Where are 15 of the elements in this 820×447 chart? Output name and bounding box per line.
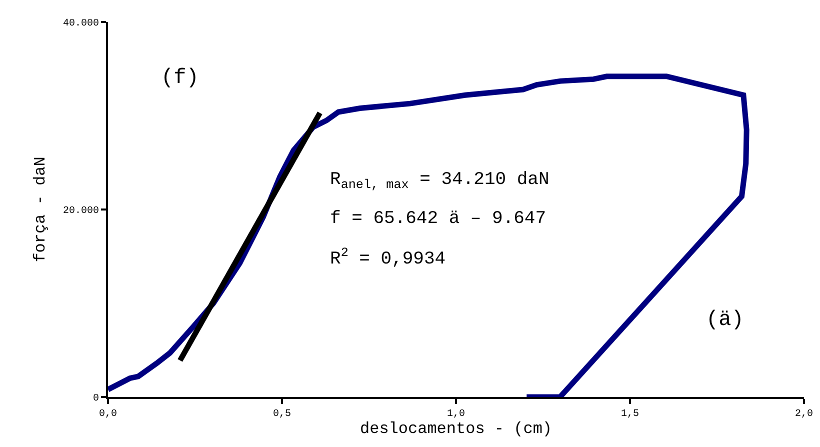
y-axis-title: força - daN	[31, 156, 50, 262]
x-tick-label: 0,5	[272, 409, 292, 420]
x-axis-title: deslocamentos - (cm)	[360, 420, 552, 438]
y-tick-label: 20.000	[62, 206, 99, 217]
y-tick-label: 0	[92, 394, 99, 404]
annotation: f = 65.642 ä – 9.647	[330, 209, 546, 229]
annotation: R$_{anel, max}$ = 34.210 daN	[330, 170, 550, 192]
x-tick-label: 2,0	[794, 409, 814, 420]
y-tick-label: 40.000	[62, 18, 99, 30]
annotation: (ä)	[706, 309, 744, 332]
x-tick-label: 1,0	[446, 409, 466, 420]
x-tick-label: 1,5	[620, 409, 640, 420]
annotation: R$^{2}$ = 0,9934	[330, 246, 446, 270]
x-tick-label: 0,0	[98, 409, 118, 420]
annotation: (f)	[161, 67, 199, 90]
